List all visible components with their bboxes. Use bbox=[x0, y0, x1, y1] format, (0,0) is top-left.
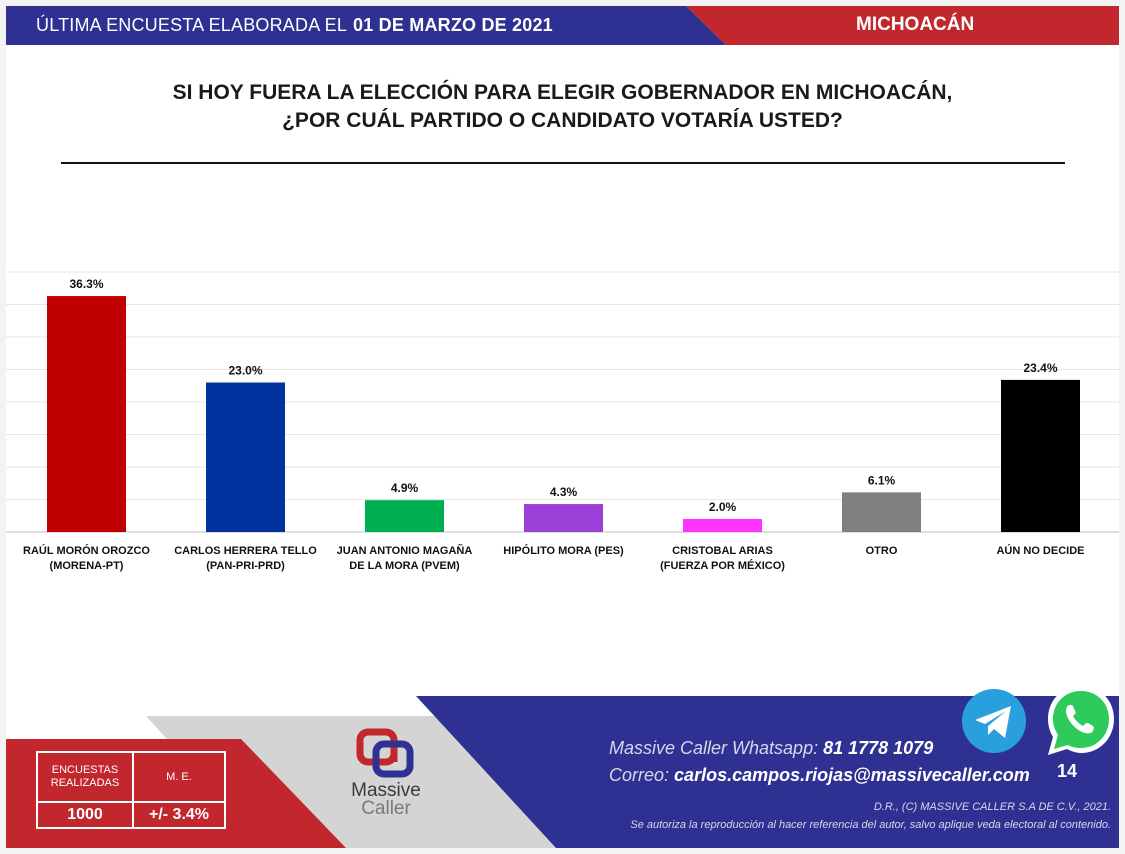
category-label: HIPÓLITO MORA (PES) bbox=[503, 544, 624, 557]
copyright-line: D.R., (C) MASSIVE CALLER S.A DE C.V., 20… bbox=[873, 801, 1111, 813]
category-label: CRISTOBAL ARIAS (FUERZA POR MÉXICO) bbox=[660, 545, 785, 572]
data-label: 23.4% bbox=[1023, 361, 1057, 375]
whatsapp-contact: Massive Caller Whatsapp: 81 1778 1079 bbox=[609, 738, 933, 759]
title-divider bbox=[61, 162, 1065, 164]
logo-name: Massive bbox=[351, 780, 421, 801]
category-label: OTRO bbox=[866, 545, 898, 557]
survey-stats-table: ENCUESTAS REALIZADAS M. E. 1000 +/- 3.4% bbox=[36, 751, 226, 829]
bar bbox=[1001, 379, 1080, 532]
slide: ÚLTIMA ENCUESTA ELABORADA EL 01 DE MARZO … bbox=[6, 6, 1119, 848]
whatsapp-number[interactable]: 81 1778 1079 bbox=[823, 738, 934, 758]
header-state-bar bbox=[686, 6, 1119, 45]
telegram-icon[interactable] bbox=[961, 688, 1027, 754]
question-title: SI HOY FUERA LA ELECCIÓN PARA ELEGIR GOB… bbox=[61, 79, 1064, 135]
data-label: 36.3% bbox=[69, 277, 103, 291]
bar bbox=[47, 296, 126, 532]
data-label: 6.1% bbox=[868, 473, 896, 487]
category-label: RAÚL MORÓN OROZCO (MORENA-PT) bbox=[23, 544, 150, 572]
header-bar bbox=[6, 6, 726, 45]
data-label: 4.9% bbox=[391, 481, 419, 495]
surveys-label: ENCUESTAS REALIZADAS bbox=[38, 753, 132, 801]
bar bbox=[365, 500, 444, 532]
category-label: AÚN NO DECIDE bbox=[996, 544, 1084, 557]
surveys-label-line-2: REALIZADAS bbox=[50, 777, 120, 789]
category-label: JUAN ANTONIO MAGAÑA DE LA MORA (PVEM) bbox=[337, 544, 473, 572]
reproduction-notice: Se autoriza la reproducción al hacer ref… bbox=[630, 819, 1111, 831]
surveys-value: 1000 bbox=[67, 806, 103, 823]
whatsapp-label: Massive Caller Whatsapp: bbox=[609, 738, 819, 758]
bar bbox=[842, 492, 921, 532]
category-label: CARLOS HERRERA TELLO (PAN-PRI-PRD) bbox=[174, 545, 317, 572]
data-label: 23.0% bbox=[228, 364, 262, 378]
email-label: Correo: bbox=[609, 765, 670, 785]
margin-value: +/- 3.4% bbox=[148, 806, 210, 823]
question-line-2: ¿POR CUÁL PARTIDO O CANDIDATO VOTARÍA US… bbox=[282, 109, 843, 132]
data-label: 4.3% bbox=[550, 485, 578, 499]
survey-date-prefix: ÚLTIMA ENCUESTA ELABORADA EL bbox=[36, 15, 348, 35]
question-line-1: SI HOY FUERA LA ELECCIÓN PARA ELEGIR GOB… bbox=[172, 81, 953, 104]
massive-caller-logo: Massive Caller bbox=[336, 728, 436, 823]
data-label: 2.0% bbox=[709, 500, 737, 514]
whatsapp-icon[interactable] bbox=[1044, 683, 1118, 759]
survey-date: 01 DE MARZO DE 2021 bbox=[353, 15, 553, 35]
stats-divider-vertical bbox=[132, 753, 134, 827]
stats-divider-horizontal bbox=[38, 801, 224, 803]
email-contact: Correo: carlos.campos.riojas@massivecall… bbox=[609, 765, 1030, 786]
margin-label: M. E. bbox=[166, 770, 192, 783]
bar bbox=[524, 504, 603, 532]
state-name: MICHOACÁN bbox=[856, 14, 975, 35]
page-number: 14 bbox=[1057, 761, 1078, 781]
email-address[interactable]: carlos.campos.riojas@massivecaller.com bbox=[674, 765, 1030, 785]
logo-mark-icon bbox=[356, 728, 414, 778]
survey-date-line: ÚLTIMA ENCUESTA ELABORADA EL 01 DE MARZO … bbox=[36, 15, 553, 36]
bar bbox=[206, 382, 285, 532]
surveys-label-line-1: ENCUESTAS bbox=[51, 764, 119, 776]
bar-chart: 36.3% RAÚL MORÓN OROZCO (MORENA-PT) 23.0% CA… bbox=[6, 271, 1119, 572]
logo-subname: Caller bbox=[361, 798, 411, 819]
bar bbox=[683, 519, 762, 532]
